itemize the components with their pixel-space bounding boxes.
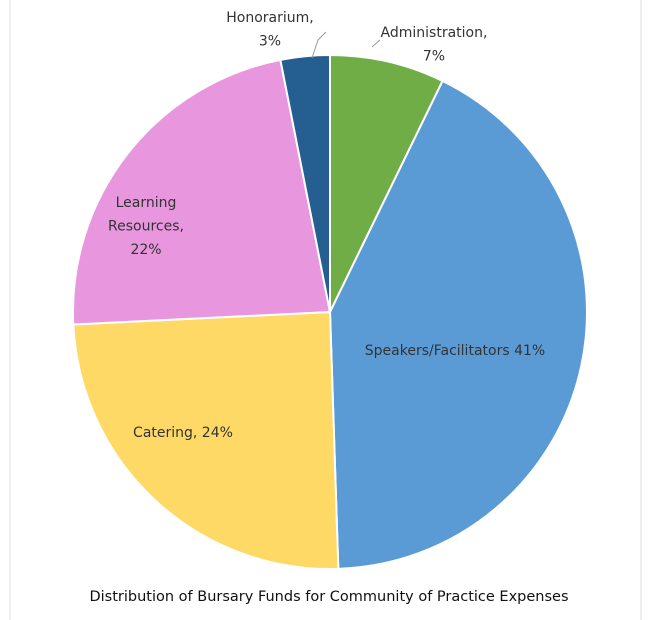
leader-line: [311, 31, 327, 59]
data-label-line: Learning: [116, 195, 177, 211]
data-label-line: 3%: [259, 34, 281, 50]
pie: [72, 53, 588, 570]
data-label: Learning Resources, 22%: [108, 195, 184, 258]
data-label-line: Honorarium,: [226, 10, 313, 26]
data-label-line: 7%: [423, 49, 445, 65]
pie-slice: [72, 310, 340, 570]
chart-title: Distribution of Bursary Funds for Commun…: [89, 589, 568, 605]
data-label: Speakers/Facilitators 41%: [365, 343, 545, 359]
pie-slice: [329, 53, 444, 313]
data-label-line: Resources,: [108, 219, 184, 235]
pie-slice: [279, 53, 331, 313]
data-label: Administration, 7%: [381, 25, 488, 65]
labels: Administration, 7% Speakers/Facilitators 4…: [108, 10, 545, 441]
pie-slice: [328, 79, 588, 570]
data-label-line: Administration,: [381, 25, 488, 41]
leader-line: [371, 39, 381, 48]
data-label-line: 22%: [130, 242, 161, 258]
pie-slice: [72, 58, 332, 326]
data-label: Honorarium, 3%: [226, 10, 313, 50]
data-label: Catering, 24%: [133, 425, 233, 441]
data-label-line: Speakers/Facilitators 41%: [365, 343, 545, 359]
data-label-line: Catering, 24%: [133, 425, 233, 441]
